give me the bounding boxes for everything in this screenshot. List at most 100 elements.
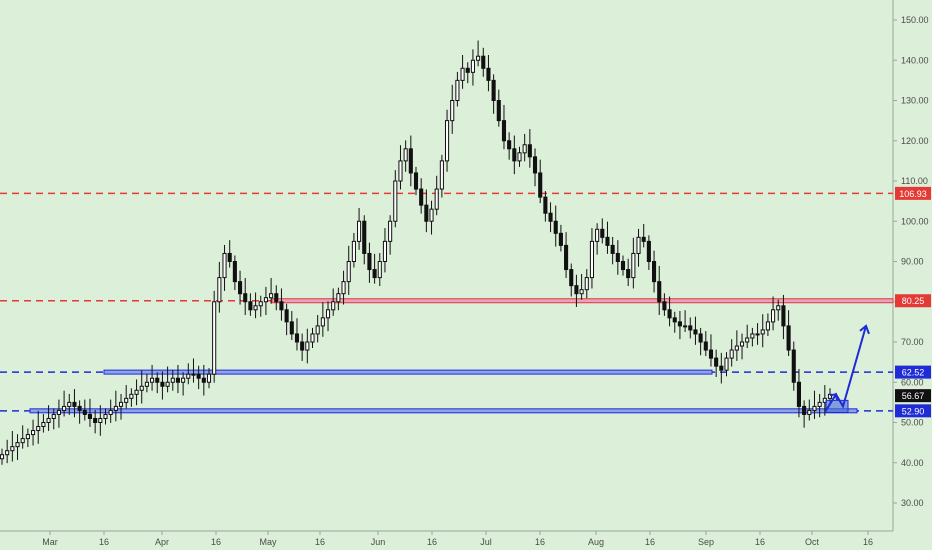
candle-body-68 [351, 240, 356, 262]
projection-path [825, 325, 867, 411]
candle-body-57 [294, 333, 300, 343]
candle-body-89 [460, 67, 465, 81]
candle-body-81 [419, 188, 424, 206]
candle-body-53 [274, 293, 279, 303]
candles [0, 40, 833, 465]
candle-body-117 [605, 236, 610, 246]
candle-body-47 [243, 293, 248, 303]
candle-body-12 [62, 405, 67, 411]
candle-body-109 [564, 244, 569, 271]
candle-body-115 [595, 228, 600, 242]
candle-body-65 [336, 293, 341, 303]
candle-body-32 [165, 381, 170, 387]
candle-body-146 [755, 333, 760, 336]
candle-body-71 [367, 252, 372, 271]
candle-body-119 [615, 252, 620, 262]
y-tick-label-11: 40.00 [901, 458, 924, 468]
candle-body-20 [103, 413, 108, 419]
candle-body-73 [377, 261, 382, 279]
candle-body-148 [765, 321, 770, 331]
y-tick-label-2: 130.00 [901, 96, 929, 106]
y-tick-label-6: 90.00 [901, 257, 924, 267]
level-badge-label-3: 52.90 [902, 406, 925, 416]
candle-body-63 [325, 309, 331, 319]
y-tick-label-10: 50.00 [901, 418, 924, 428]
x-tick-label-14: Oct [805, 537, 820, 547]
candle-body-126 [651, 261, 657, 283]
candle-body-40 [206, 373, 212, 383]
x-tick-label-4: May [259, 537, 277, 547]
candle-body-58 [300, 341, 305, 351]
candle-body-3 [15, 442, 20, 448]
candle-body-97 [501, 120, 507, 142]
x-tick-label-10: Aug [588, 537, 604, 547]
candle-body-24 [124, 397, 129, 403]
candle-body-90 [465, 67, 470, 73]
candle-body-55 [284, 309, 289, 323]
level-badge-label-0: 106.93 [899, 189, 927, 199]
candle-body-44 [227, 252, 232, 262]
candle-body-143 [739, 341, 745, 347]
candle-body-84 [434, 188, 439, 210]
candle-body-110 [569, 269, 574, 287]
candle-body-96 [496, 100, 501, 122]
candle-body-138 [714, 357, 719, 367]
zone-0 [271, 298, 894, 304]
candle-body-94 [486, 67, 491, 81]
x-tick-label-1: 16 [99, 537, 109, 547]
candle-body-122 [631, 252, 636, 279]
candle-body-131 [677, 321, 682, 327]
candle-body-15 [77, 405, 82, 411]
x-tick-label-11: 16 [645, 537, 655, 547]
arrowhead-small [829, 393, 838, 401]
candle-body-1 [5, 450, 10, 456]
candle-body-82 [424, 204, 429, 222]
x-tick-label-9: 16 [535, 537, 545, 547]
candle-body-142 [734, 345, 739, 351]
candle-body-132 [683, 325, 688, 328]
candle-body-66 [341, 281, 346, 295]
candle-body-120 [620, 261, 626, 271]
x-tick-label-3: 16 [211, 537, 221, 547]
candle-body-4 [20, 438, 25, 444]
x-tick-label-8: Jul [480, 537, 492, 547]
candle-body-137 [708, 349, 714, 359]
candle-body-22 [113, 405, 118, 411]
candle-body-74 [382, 240, 388, 262]
y-tick-label-12: 30.00 [901, 498, 924, 508]
candle-body-124 [641, 236, 646, 242]
candle-body-140 [724, 357, 729, 371]
candle-body-86 [444, 120, 450, 162]
candle-body-48 [248, 301, 253, 311]
x-tick-label-12: Sep [698, 537, 714, 547]
candle-body-46 [237, 281, 243, 295]
y-tick-label-8: 70.00 [901, 337, 924, 347]
candle-body-133 [688, 325, 693, 331]
x-tick-label-13: 16 [755, 537, 765, 547]
candle-body-83 [429, 208, 434, 222]
candle-body-144 [745, 337, 750, 343]
candle-body-134 [693, 329, 698, 335]
candle-body-50 [258, 301, 263, 307]
candle-body-149 [771, 309, 776, 323]
candle-body-106 [548, 212, 553, 222]
candle-body-28 [144, 381, 149, 387]
candle-body-105 [543, 196, 548, 214]
x-tick-label-2: Apr [155, 537, 169, 547]
candle-body-60 [310, 333, 315, 343]
candle-body-114 [589, 240, 595, 279]
candle-body-25 [129, 393, 134, 399]
candle-body-5 [25, 434, 30, 440]
candle-body-39 [201, 377, 206, 383]
candle-body-100 [517, 152, 522, 162]
candle-body-154 [796, 381, 802, 407]
candle-body-35 [181, 377, 186, 383]
candle-body-141 [729, 349, 734, 359]
candle-body-52 [269, 293, 274, 299]
candle-body-29 [150, 377, 155, 383]
candle-body-92 [476, 55, 481, 61]
candle-body-0 [0, 454, 5, 460]
candle-body-61 [315, 325, 320, 335]
candle-body-72 [372, 269, 377, 279]
candle-body-76 [393, 180, 398, 222]
